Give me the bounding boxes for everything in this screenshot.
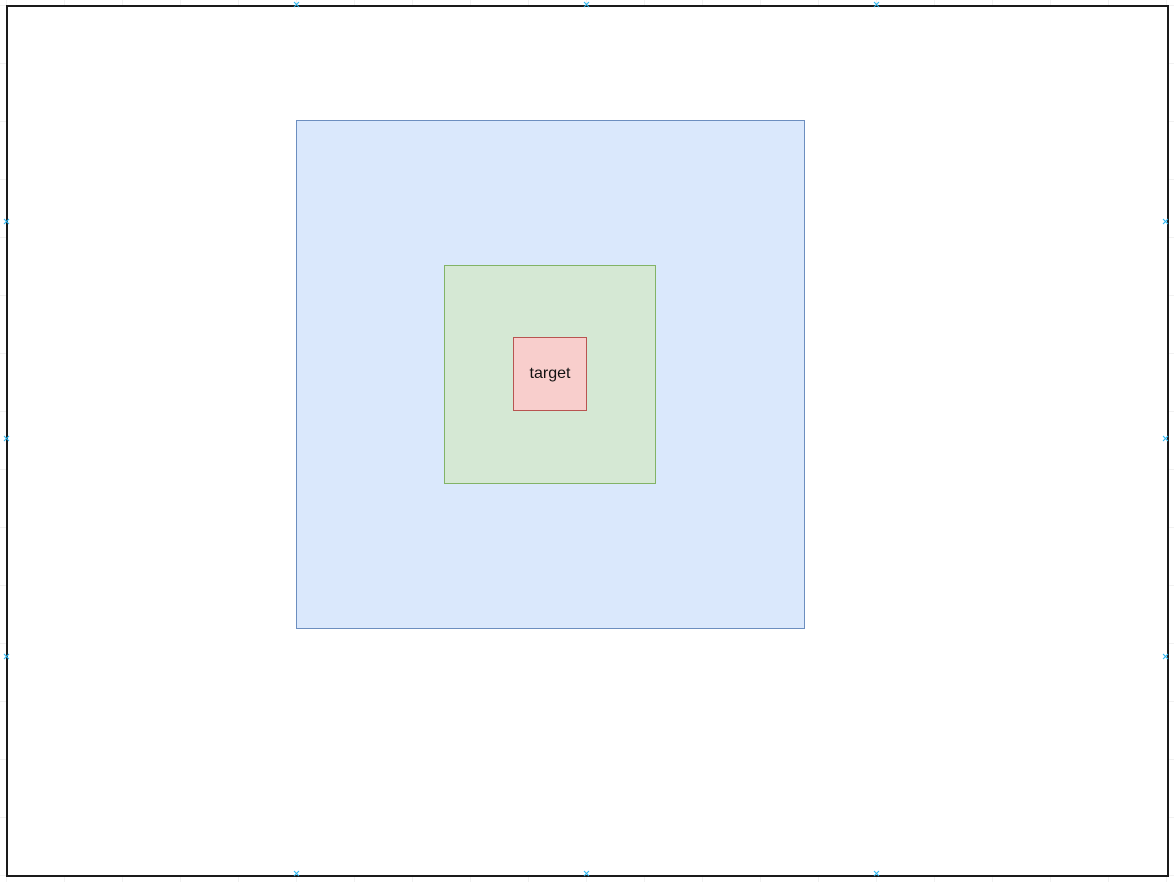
resize-handle-top-3[interactable] [874, 2, 879, 7]
resize-handle-left-2[interactable] [4, 436, 9, 441]
resize-handle-right-1[interactable] [1163, 219, 1168, 224]
resize-handle-right-2[interactable] [1163, 436, 1168, 441]
resize-handle-right-3[interactable] [1163, 654, 1168, 659]
target-label: target [529, 365, 571, 382]
resize-handle-top-2[interactable] [584, 2, 589, 7]
resize-handle-bottom-1[interactable] [294, 871, 299, 876]
target-red-box[interactable]: target [513, 337, 587, 411]
resize-handle-left-1[interactable] [4, 219, 9, 224]
resize-handle-top-1[interactable] [294, 2, 299, 7]
resize-handle-left-3[interactable] [4, 654, 9, 659]
resize-handle-bottom-3[interactable] [874, 871, 879, 876]
resize-handle-bottom-2[interactable] [584, 871, 589, 876]
